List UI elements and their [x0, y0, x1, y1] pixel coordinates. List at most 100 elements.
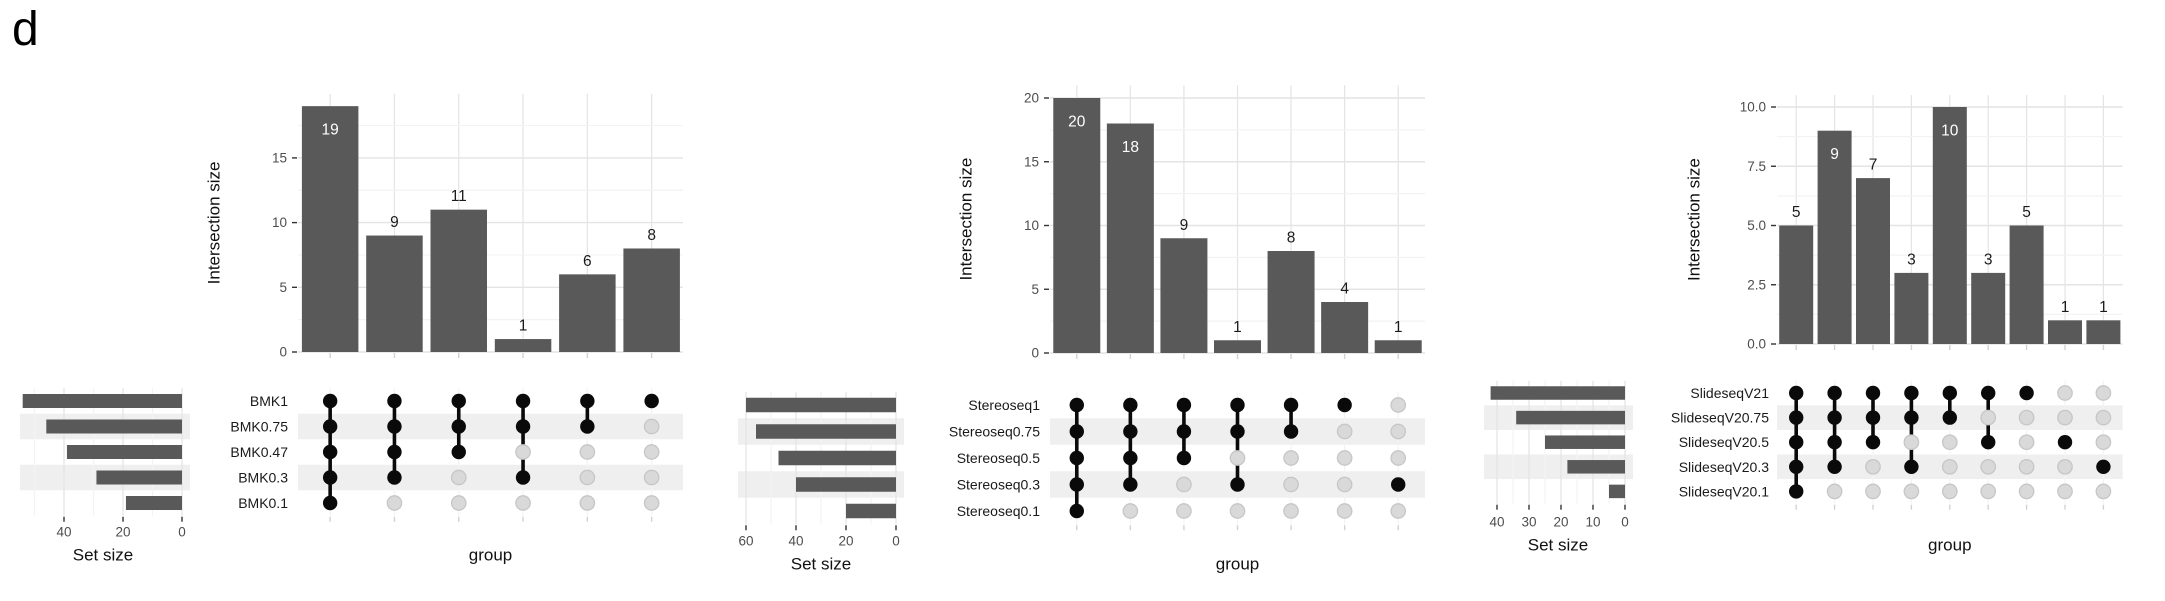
matrix-dot-empty	[1390, 397, 1407, 413]
intersection-bar-value: 3	[1907, 251, 1916, 268]
matrix-dot-empty	[1390, 450, 1407, 466]
set-label: BMK0.47	[230, 444, 288, 460]
matrix-dot-empty	[1903, 483, 1920, 500]
intersection-bar	[430, 209, 487, 352]
matrix-dot-filled	[1069, 477, 1084, 492]
matrix-dot-filled	[580, 419, 595, 434]
matrix-dot-empty	[1941, 458, 1958, 475]
intersection-bar-value: 6	[583, 253, 592, 270]
set-size-bar	[125, 496, 182, 510]
matrix-dot-empty	[1283, 476, 1299, 493]
matrix-dot-empty	[1390, 423, 1407, 440]
intersection-bar-value: 8	[1287, 230, 1296, 247]
matrix-dot-filled	[322, 419, 338, 434]
intersection-y-axis-title: Intersection size	[205, 162, 224, 285]
figure-panel-label: d	[12, 3, 39, 56]
set-size-bar	[46, 419, 182, 434]
intersection-bar	[1894, 272, 1929, 344]
matrix-dot-filled	[2057, 435, 2073, 450]
matrix-dot-filled	[1827, 435, 1842, 450]
matrix-dot-empty	[1229, 503, 1246, 519]
intersection-bar	[1932, 107, 1967, 344]
intersection-bar	[494, 339, 552, 352]
set-axis-tick-label: 10	[1585, 515, 1600, 530]
intersection-bar	[1779, 225, 1814, 344]
matrix-dot-empty	[2095, 385, 2112, 401]
set-size-bar	[1490, 386, 1625, 400]
intersection-bar	[1971, 272, 2006, 344]
set-size-bar	[796, 477, 896, 492]
intersection-bar-value: 20	[1068, 114, 1086, 131]
matrix-dot-empty	[1390, 503, 1407, 519]
matrix-dot-filled	[1789, 484, 1804, 499]
y-tick-label: 0	[1031, 346, 1039, 361]
matrix-dot-filled	[1123, 397, 1138, 413]
y-tick-label: 10.0	[1740, 100, 1766, 115]
matrix-dot-empty	[643, 418, 660, 435]
set-label: Stereoseq0.5	[957, 450, 1040, 466]
matrix-dot-empty	[1283, 503, 1299, 519]
matrix-dot-empty	[1122, 503, 1139, 519]
matrix-dot-filled	[451, 419, 466, 434]
matrix-dot-empty	[1941, 483, 1958, 500]
set-label: SlideseqV20.75	[1671, 410, 1769, 426]
intersection-bar-value: 18	[1122, 139, 1139, 156]
matrix-dot-empty	[2018, 458, 2035, 475]
matrix-dot-empty	[579, 469, 596, 486]
matrix-dot-filled	[1789, 385, 1804, 401]
matrix-dot-filled	[1904, 459, 1919, 474]
matrix-dot-filled	[1391, 477, 1406, 492]
set-axis-tick-label: 20	[115, 525, 130, 540]
matrix-dot-filled	[1123, 424, 1138, 439]
intersection-bar-value: 1	[1233, 319, 1242, 336]
matrix-dot-filled	[1942, 410, 1958, 425]
set-axis-tick-label: 40	[56, 525, 71, 540]
set-size-axis-title: Set size	[1528, 536, 1588, 555]
matrix-dot-empty	[1941, 434, 1958, 451]
matrix-dot-empty	[515, 495, 531, 511]
intersection-bar	[559, 274, 616, 352]
matrix-dot-filled	[515, 470, 531, 485]
y-tick-label: 0	[279, 345, 287, 360]
group-axis-title: group	[469, 546, 512, 565]
matrix-dot-filled	[1827, 410, 1842, 425]
matrix-dot-filled	[1789, 435, 1804, 450]
intersection-bar-value: 3	[1984, 251, 1993, 268]
set-size-bar	[756, 424, 896, 439]
matrix-dot-filled	[451, 393, 466, 409]
matrix-dot-filled	[387, 470, 402, 485]
y-tick-label: 2.5	[1747, 277, 1766, 292]
matrix-dot-filled	[322, 470, 338, 485]
matrix-dot-empty	[1229, 450, 1246, 466]
matrix-dot-empty	[515, 444, 531, 460]
set-label: SlideseqV20.1	[1679, 483, 1770, 499]
matrix-dot-empty	[1336, 450, 1353, 466]
intersection-bar	[1267, 251, 1315, 353]
intersection-y-axis-title: Intersection size	[1685, 158, 1704, 281]
intersection-y-axis-title: Intersection size	[957, 158, 976, 281]
y-tick-label: 10	[272, 215, 287, 230]
matrix-dot-empty	[1826, 483, 1843, 500]
set-axis-tick-label: 20	[838, 534, 853, 549]
set-label: BMK1	[250, 393, 288, 409]
set-size-bar	[778, 450, 896, 466]
matrix-dot-empty	[1980, 409, 1997, 426]
set-size-bar	[66, 445, 182, 459]
matrix-dot-empty	[1336, 423, 1353, 440]
intersection-bar	[1374, 340, 1422, 353]
intersection-bar	[1106, 123, 1154, 353]
intersection-bar-value: 5	[1792, 204, 1801, 221]
y-tick-label: 15	[272, 150, 287, 165]
row-stripe	[298, 464, 683, 491]
matrix-dot-filled	[1069, 424, 1084, 439]
matrix-dot-empty	[450, 495, 467, 511]
set-axis-tick-label: 0	[178, 525, 186, 540]
set-size-bar	[746, 397, 896, 413]
matrix-dot-filled	[1904, 385, 1919, 401]
matrix-dot-filled	[1865, 410, 1881, 425]
matrix-dot-filled	[1176, 424, 1192, 439]
matrix-dot-empty	[386, 495, 403, 511]
set-label: SlideseqV20.3	[1679, 459, 1770, 475]
matrix-dot-filled	[1942, 385, 1958, 401]
